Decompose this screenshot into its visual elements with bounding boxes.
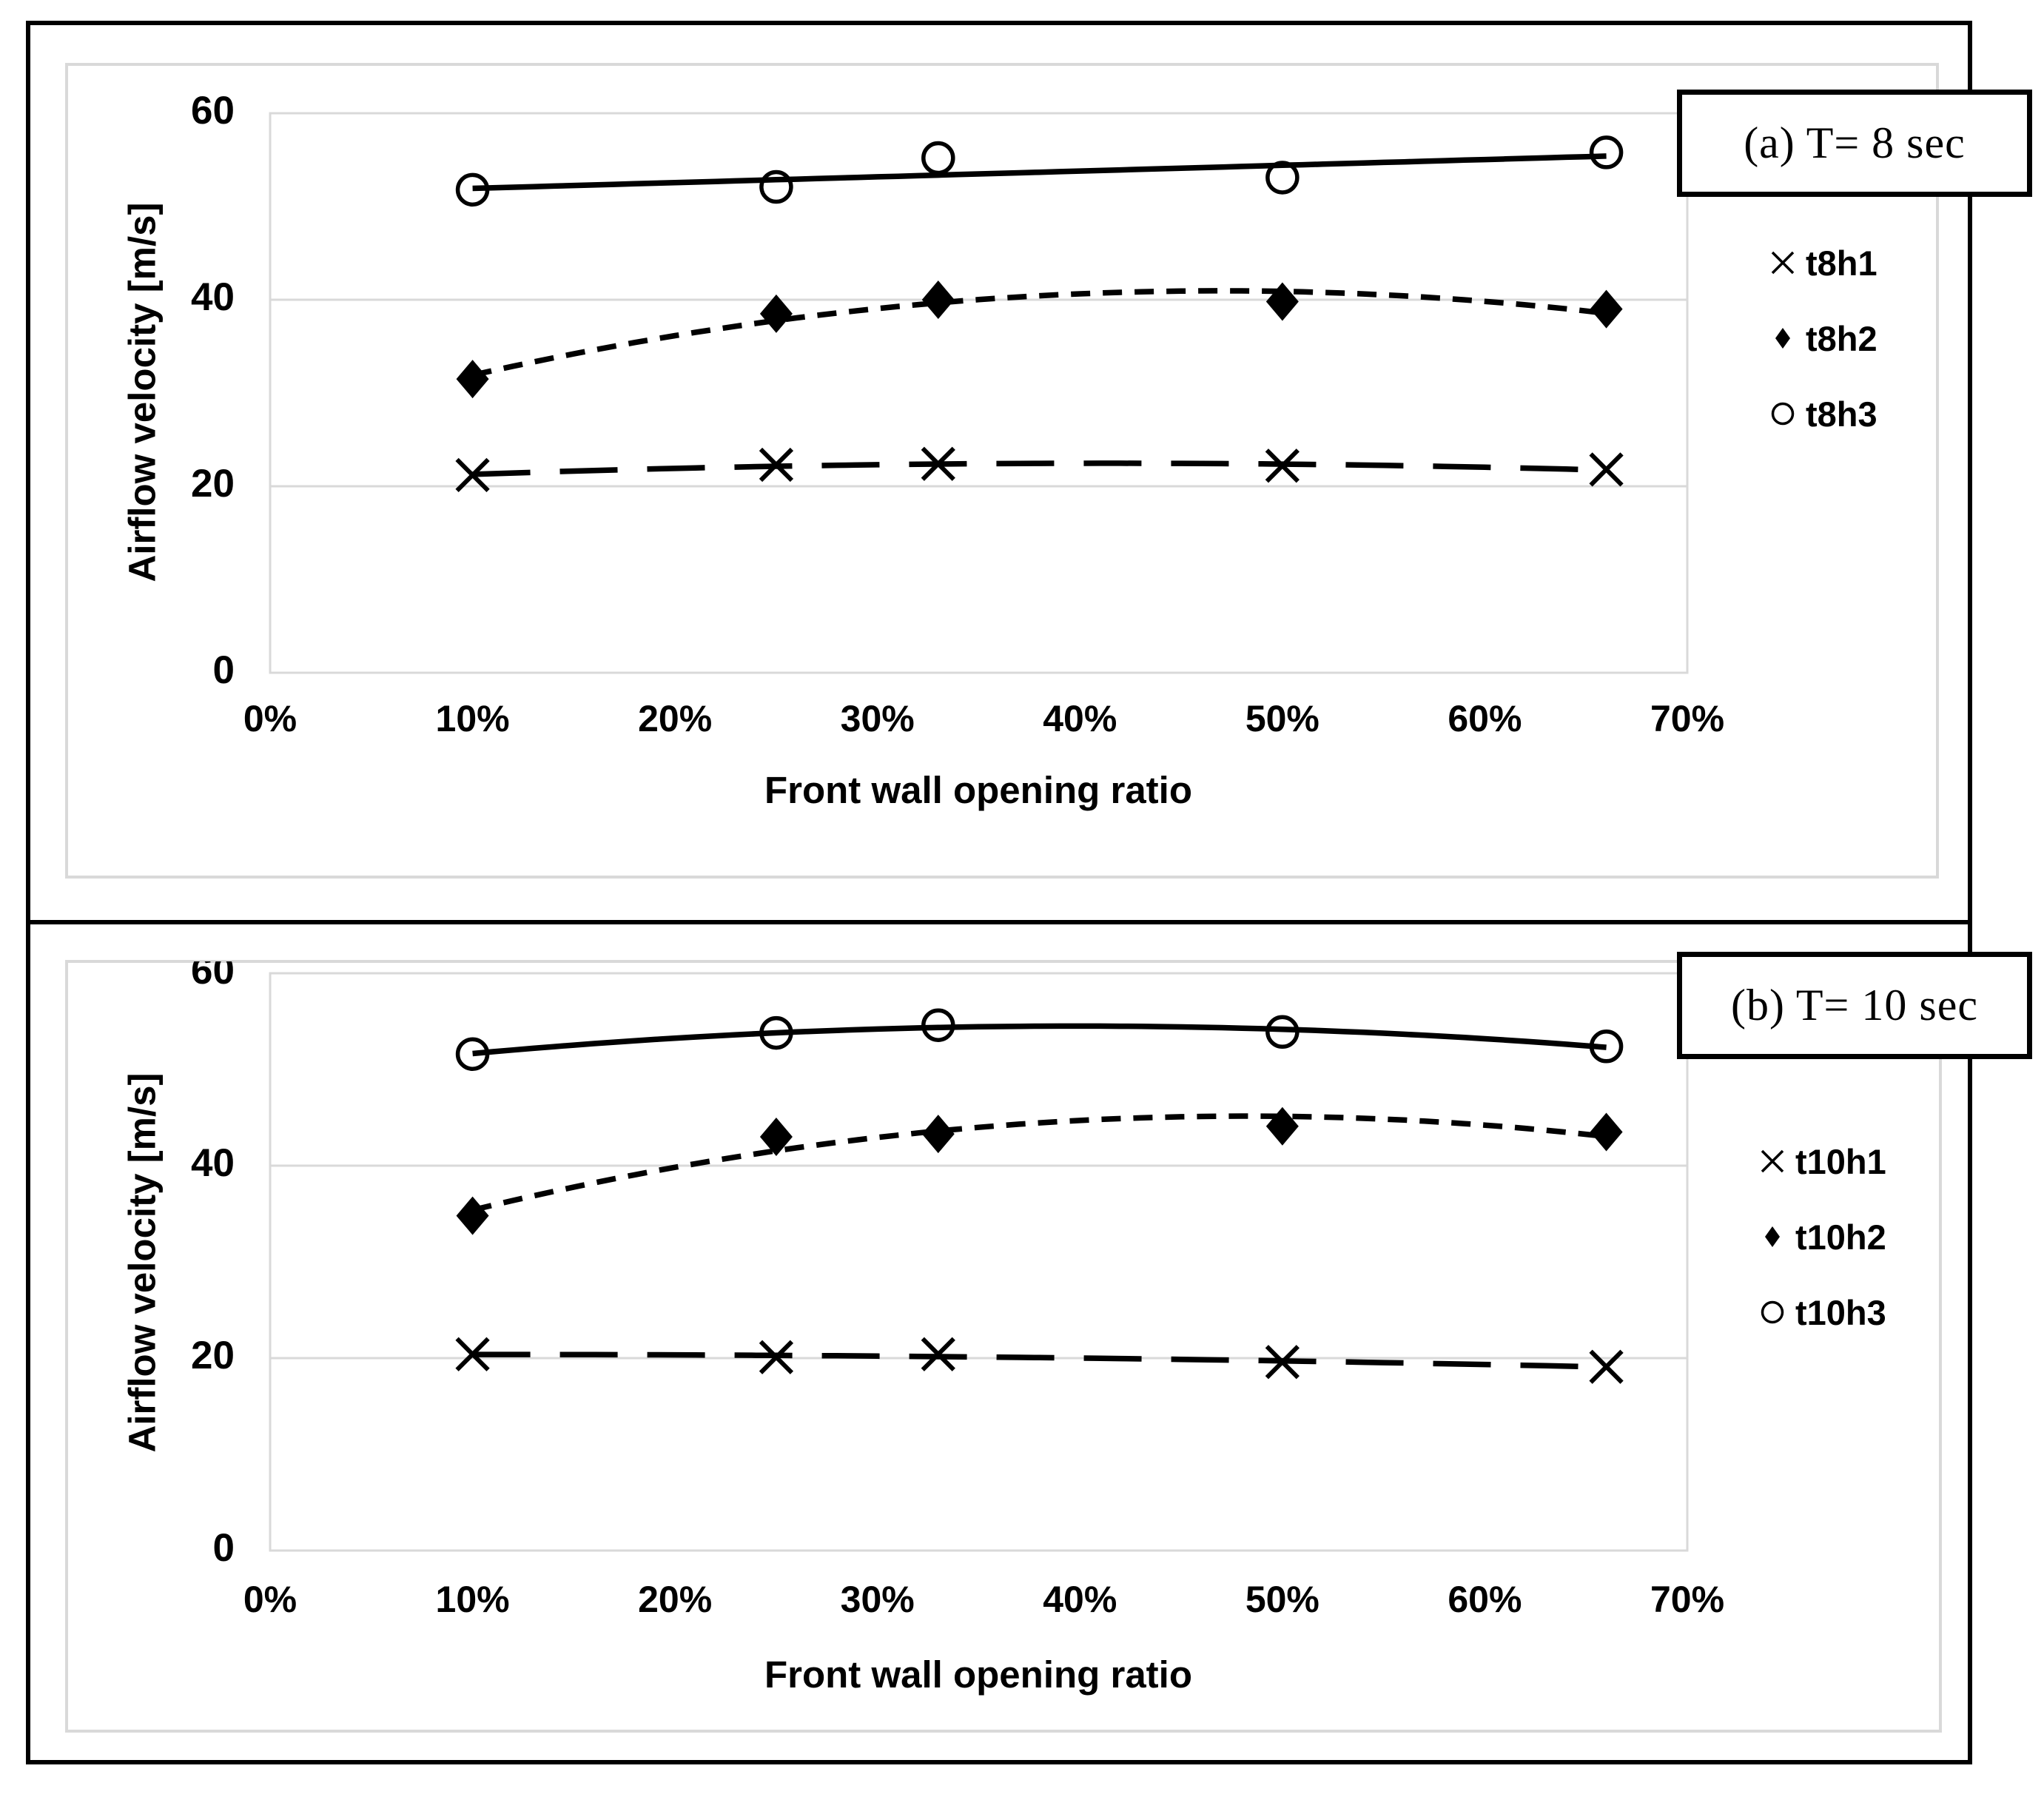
- legend-a: t8h1 t8h2 t8h3: [1766, 243, 1877, 472]
- panel-a-title-box: (a) T= 8 sec: [1677, 90, 2032, 197]
- svg-text:40: 40: [191, 275, 235, 319]
- legend-item: t8h1: [1766, 243, 1877, 283]
- legend-item: t8h3: [1766, 394, 1877, 434]
- x-marker-icon: [1761, 1149, 1784, 1173]
- legend-label: t8h2: [1806, 318, 1877, 358]
- svg-text:10%: 10%: [436, 1579, 510, 1620]
- chart-panel-b: 0 20 40 60 0% 10% 20% 30% 40% 50% 60% 70%: [191, 961, 1724, 1620]
- svg-text:20%: 20%: [638, 1579, 712, 1620]
- svg-text:40%: 40%: [1043, 698, 1117, 739]
- svg-text:0%: 0%: [243, 1579, 297, 1620]
- y-axis-title-b: Airflow velocity [m/s]: [121, 1072, 164, 1453]
- panel-a-title: (a) T= 8 sec: [1744, 118, 1966, 167]
- legend-item: t8h2: [1766, 319, 1877, 358]
- svg-text:60: 60: [191, 961, 235, 992]
- svg-text:60: 60: [191, 89, 235, 132]
- legend-item: t10h3: [1755, 1293, 1886, 1332]
- chart-panel-a: 0 20 40 60 0% 10% 20% 30% 40% 50% 60% 70%: [191, 89, 1724, 739]
- svg-text:10%: 10%: [436, 698, 510, 739]
- svg-text:20: 20: [191, 1334, 235, 1377]
- svg-text:70%: 70%: [1650, 1579, 1724, 1620]
- svg-text:30%: 30%: [841, 698, 915, 739]
- svg-text:70%: 70%: [1650, 698, 1724, 739]
- x-marker-icon: [1771, 251, 1795, 275]
- figure-outer-border: [26, 21, 1972, 1764]
- x-axis-title-a: Front wall opening ratio: [764, 769, 1192, 811]
- legend-label: t10h2: [1795, 1217, 1886, 1257]
- circle-marker-icon: [1771, 402, 1795, 426]
- circle-marker-icon: [1761, 1300, 1784, 1324]
- svg-text:50%: 50%: [1245, 1579, 1319, 1620]
- panel-a-frame: [65, 63, 1939, 879]
- svg-text:20%: 20%: [638, 698, 712, 739]
- x-axis-title-b: Front wall opening ratio: [764, 1653, 1192, 1696]
- svg-text:30%: 30%: [841, 1579, 915, 1620]
- svg-text:60%: 60%: [1448, 1579, 1522, 1620]
- svg-text:40%: 40%: [1043, 1579, 1117, 1620]
- panel-b-title: (b) T= 10 sec: [1731, 981, 1978, 1030]
- legend-label: t8h3: [1806, 394, 1877, 434]
- svg-text:50%: 50%: [1245, 698, 1319, 739]
- diamond-marker-icon: [1765, 1226, 1780, 1247]
- diamond-marker-icon: [1775, 328, 1790, 349]
- legend-label: t10h1: [1795, 1141, 1886, 1181]
- svg-text:60%: 60%: [1448, 698, 1522, 739]
- legend-item: t10h1: [1755, 1142, 1886, 1181]
- panel-b-title-box: (b) T= 10 sec: [1677, 952, 2032, 1059]
- svg-text:20: 20: [191, 462, 235, 505]
- legend-item: t10h2: [1755, 1217, 1886, 1257]
- legend-b: t10h1 t10h2 t10h3: [1755, 1142, 1886, 1371]
- panel-divider: [26, 920, 1972, 924]
- svg-text:0: 0: [213, 648, 235, 692]
- legend-label: t8h1: [1806, 243, 1877, 283]
- svg-text:40: 40: [191, 1141, 235, 1185]
- svg-text:0: 0: [213, 1526, 235, 1570]
- panel-b-frame: [65, 960, 1942, 1733]
- y-axis-title-a: Airflow velocity [m/s]: [121, 202, 164, 582]
- legend-label: t10h3: [1795, 1292, 1886, 1332]
- svg-text:0%: 0%: [243, 698, 297, 739]
